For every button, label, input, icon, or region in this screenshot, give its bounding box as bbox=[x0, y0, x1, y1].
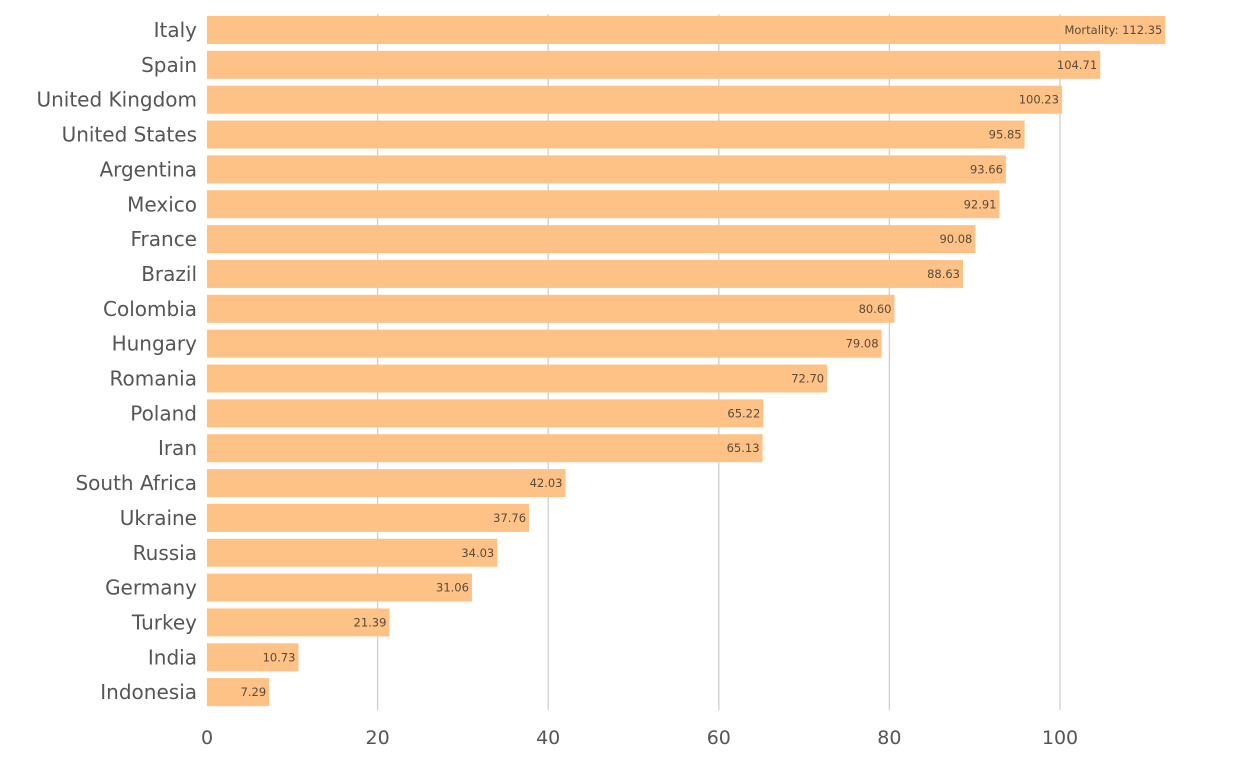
data-label-hungary: 79.08 bbox=[846, 337, 879, 351]
bar-colombia bbox=[207, 294, 895, 323]
category-label-united-states: United States bbox=[62, 123, 197, 147]
bar-argentina bbox=[207, 155, 1006, 184]
x-tick-label-100: 100 bbox=[1042, 727, 1078, 749]
bar-indonesia bbox=[207, 678, 270, 707]
data-label-south-africa: 42.03 bbox=[530, 476, 563, 490]
category-label-france: France bbox=[130, 227, 197, 251]
bar-ukraine bbox=[207, 503, 530, 532]
category-label-iran: Iran bbox=[158, 436, 197, 460]
bars bbox=[207, 16, 1166, 707]
data-label-argentina: 93.66 bbox=[970, 162, 1003, 176]
data-label-spain: 104.71 bbox=[1057, 58, 1097, 72]
data-label-italy: Mortality: 112.35 bbox=[1064, 23, 1162, 37]
data-label-indonesia: 7.29 bbox=[241, 685, 267, 699]
bar-turkey bbox=[207, 608, 390, 637]
x-tick-label-40: 40 bbox=[536, 727, 560, 749]
bar-france bbox=[207, 225, 976, 254]
x-tick-label-80: 80 bbox=[877, 727, 901, 749]
bar-iran bbox=[207, 434, 763, 463]
category-label-ukraine: Ukraine bbox=[120, 506, 197, 530]
data-label-mexico: 92.91 bbox=[964, 197, 997, 211]
category-label-italy: Italy bbox=[154, 18, 198, 42]
bar-poland bbox=[207, 399, 764, 428]
gridlines bbox=[376, 14, 1061, 710]
bar-brazil bbox=[207, 259, 964, 288]
category-label-argentina: Argentina bbox=[99, 157, 197, 181]
bar-united-kingdom bbox=[207, 85, 1062, 114]
category-label-turkey: Turkey bbox=[131, 610, 197, 634]
category-label-romania: Romania bbox=[110, 367, 197, 391]
x-tick-label-60: 60 bbox=[707, 727, 731, 749]
category-label-brazil: Brazil bbox=[141, 262, 197, 286]
bar-hungary bbox=[207, 329, 882, 358]
data-label-ukraine: 37.76 bbox=[493, 511, 526, 525]
data-labels: Mortality: 112.35 104.71 100.23 95.85 93.66 9… bbox=[241, 23, 1163, 699]
data-label-germany: 31.06 bbox=[436, 581, 469, 595]
data-label-india: 10.73 bbox=[263, 650, 296, 664]
data-label-romania: 72.70 bbox=[791, 372, 824, 386]
category-label-colombia: Colombia bbox=[103, 297, 197, 321]
category-label-mexico: Mexico bbox=[127, 192, 197, 216]
bar-india bbox=[207, 643, 299, 672]
bar-russia bbox=[207, 538, 498, 567]
data-label-united-kingdom: 100.23 bbox=[1019, 93, 1059, 107]
bar-romania bbox=[207, 364, 828, 393]
x-tick-label-0: 0 bbox=[201, 727, 213, 749]
category-label-indonesia: Indonesia bbox=[100, 680, 197, 704]
data-label-iran: 65.13 bbox=[727, 441, 760, 455]
category-label-south-africa: South Africa bbox=[75, 471, 197, 495]
x-axis-tick-labels: 0 20 40 60 80 100 bbox=[201, 727, 1078, 749]
category-label-germany: Germany bbox=[105, 576, 197, 600]
category-label-united-kingdom: United Kingdom bbox=[36, 88, 197, 112]
bar-united-states bbox=[207, 120, 1025, 149]
data-label-turkey: 21.39 bbox=[354, 615, 387, 629]
category-label-poland: Poland bbox=[130, 401, 197, 425]
category-labels: Italy Spain United Kingdom United States Arg… bbox=[36, 18, 197, 704]
bar-germany bbox=[207, 573, 472, 602]
category-label-india: India bbox=[148, 645, 197, 669]
data-label-poland: 65.22 bbox=[727, 406, 760, 420]
category-label-hungary: Hungary bbox=[112, 332, 198, 356]
bar-mexico bbox=[207, 190, 1000, 219]
category-label-russia: Russia bbox=[133, 541, 197, 565]
bar-south-africa bbox=[207, 469, 566, 498]
data-label-russia: 34.03 bbox=[461, 546, 494, 560]
bar-spain bbox=[207, 50, 1101, 79]
data-label-colombia: 80.60 bbox=[859, 302, 892, 316]
x-tick-label-20: 20 bbox=[366, 727, 390, 749]
data-label-united-states: 95.85 bbox=[989, 128, 1022, 142]
data-label-france: 90.08 bbox=[939, 232, 972, 246]
category-label-spain: Spain bbox=[141, 53, 197, 77]
data-label-brazil: 88.63 bbox=[927, 267, 960, 281]
bar-italy bbox=[207, 16, 1166, 44]
